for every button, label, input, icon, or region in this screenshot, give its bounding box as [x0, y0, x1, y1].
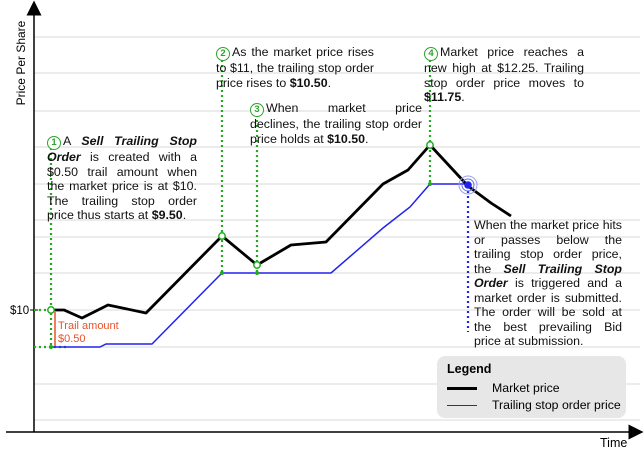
market-marker-1: [47, 306, 55, 314]
step-badge-2: 2: [216, 47, 230, 61]
annotation-4: 4 Market price reaches a new high at $12.…: [424, 45, 584, 105]
annotation-trigger-order-name: Sell Trailing Stop Order: [474, 261, 622, 291]
step-badge-3: 3: [250, 103, 264, 117]
annotation-2-body: As the market price rises to $11, the tr…: [216, 45, 374, 90]
legend-label-trailing: Trailing stop order price: [492, 398, 621, 412]
annotation-trigger-pre: When the market price hits or passes bel…: [474, 218, 622, 276]
market-marker-2: [218, 232, 226, 240]
annotation-trigger: When the market price hits or passes bel…: [474, 218, 622, 349]
annotation-1-end: .: [182, 208, 187, 222]
trailing-marker: [255, 271, 259, 275]
annotation-4-end: .: [461, 90, 465, 104]
trail-amount-title: Trail amount: [58, 320, 119, 332]
trailing-marker: [49, 345, 53, 349]
annotation-4-price: $11.75: [424, 90, 462, 104]
trailing-markers: [49, 182, 432, 349]
price-tick-label: $10: [10, 305, 30, 317]
annotation-1-order-name: Sell Trailing Stop Order: [47, 134, 197, 164]
step-badge-1: 1: [47, 136, 61, 150]
trail-amount-label: Trail amount $0.50: [58, 320, 119, 346]
annotation-trigger-body: is triggered and a market order is submi…: [474, 276, 622, 348]
trigger-point: [458, 175, 478, 195]
trigger-ring-outer: [458, 175, 478, 195]
annotation-1-pre: A: [63, 134, 82, 148]
annotation-3-price: $10.50: [327, 131, 366, 146]
annotation-2-end: .: [327, 75, 332, 90]
legend-label-market: Market price: [492, 381, 560, 395]
trigger-ring-inner: [461, 178, 475, 192]
y-axis-label: Price Per Share: [14, 20, 28, 106]
annotation-3-end: .: [365, 131, 369, 146]
annotation-2: 2 As the market price rises to $11, the t…: [216, 45, 374, 90]
legend-swatch-trailing: [447, 405, 477, 406]
grid-lines: [34, 36, 640, 421]
annotation-2-price: $10.50: [289, 75, 328, 90]
annotation-1-price: $9.50: [151, 208, 183, 222]
annotation-1-body: is created with a $0.50 trail amount whe…: [47, 150, 197, 222]
annotation-3: 3 When market price declines, the trailin…: [250, 101, 422, 146]
trigger-dot: [464, 181, 472, 189]
legend-title: Legend: [447, 362, 492, 376]
legend-swatch-market: [447, 387, 477, 390]
trail-amount-value: $0.50: [58, 333, 86, 345]
annotation-3-body: When market price declines, the trailing…: [250, 101, 422, 146]
x-axis-label: Time: [600, 436, 628, 450]
market-marker-4: [426, 141, 434, 149]
market-marker-3: [253, 261, 261, 269]
trailing-marker: [220, 271, 224, 275]
market-price-line: [51, 143, 512, 320]
market-markers: [47, 141, 434, 314]
step-badge-4: 4: [424, 47, 438, 61]
trailing-marker: [428, 182, 432, 186]
annotation-4-body: Market price reaches a new high at $12.2…: [424, 45, 584, 90]
